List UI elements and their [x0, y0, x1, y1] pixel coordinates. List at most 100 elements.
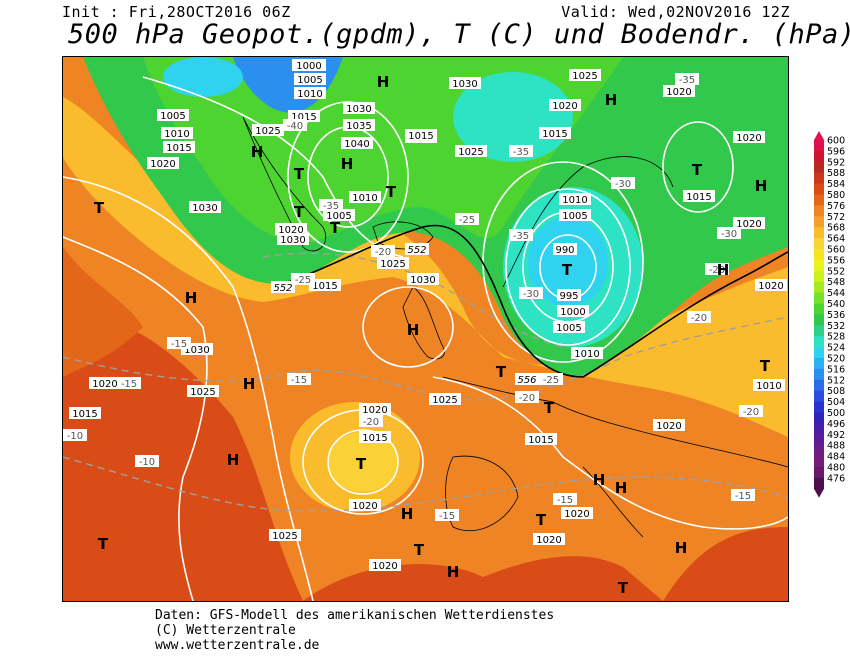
isobar-atlantic-1	[63, 176, 314, 601]
svg-text:1010: 1010	[574, 349, 599, 360]
temp-label: -20	[515, 391, 539, 404]
init-time: Init : Fri,28OCT2016 06Z	[62, 3, 291, 21]
temp-label: -15	[553, 493, 577, 506]
legend-bar	[814, 131, 824, 498]
svg-text:1020: 1020	[278, 225, 303, 236]
warm-cell-biscay-core	[328, 432, 398, 492]
isobar-label: 1020	[275, 223, 307, 236]
svg-text:-10: -10	[139, 457, 155, 468]
legend-label: 484	[827, 452, 845, 463]
legend-label: 516	[827, 364, 845, 375]
svg-text:-25: -25	[459, 215, 475, 226]
legend-swatch	[814, 423, 824, 435]
isobar-label: 1020	[653, 419, 685, 432]
isobar-label: 1020	[533, 533, 565, 546]
svg-text:1030: 1030	[410, 275, 435, 286]
isobar-label: 1015	[359, 431, 391, 444]
isobar-label: 1010	[559, 193, 591, 206]
temp-label: -30	[611, 177, 635, 190]
low-symbol: T	[544, 399, 555, 417]
low-symbol: T	[692, 161, 703, 179]
isobar-label: 1030	[189, 201, 221, 214]
svg-text:-25: -25	[543, 375, 559, 386]
legend-swatch	[814, 347, 824, 359]
low-symbol: T	[94, 199, 105, 217]
svg-text:1020: 1020	[372, 561, 397, 572]
svg-text:1025: 1025	[572, 71, 597, 82]
temp-label: -15	[435, 509, 459, 522]
legend-swatch	[814, 477, 824, 490]
legend-label: 536	[827, 310, 845, 321]
isobar-label: 1025	[377, 257, 409, 270]
svg-text:-20: -20	[519, 393, 535, 404]
legend-label: 476	[827, 473, 845, 484]
legend-swatch	[814, 292, 824, 304]
svg-text:-35: -35	[513, 147, 529, 158]
svg-text:1020: 1020	[736, 219, 761, 230]
svg-text:1030: 1030	[184, 345, 209, 356]
svg-text:-30: -30	[615, 179, 631, 190]
svg-text:-35: -35	[513, 231, 529, 242]
isobar-label: 1010	[753, 379, 785, 392]
svg-text:1020: 1020	[362, 405, 387, 416]
isobar-label: 1020	[369, 559, 401, 572]
temp-label: -30	[519, 287, 543, 300]
isobar-label: 990	[553, 243, 577, 256]
legend-label: 556	[827, 255, 845, 266]
svg-text:1010: 1010	[352, 193, 377, 204]
low-symbol: T	[562, 261, 573, 279]
svg-text:-20: -20	[691, 313, 707, 324]
temp-label: -10	[63, 429, 87, 442]
temp-label: -40	[283, 119, 307, 132]
svg-text:552: 552	[407, 245, 426, 256]
high-symbol: H	[593, 471, 606, 489]
isobar-label: 1005	[294, 73, 326, 86]
coast-iberia	[445, 455, 519, 531]
svg-text:1015: 1015	[528, 435, 553, 446]
legend-label: 580	[827, 190, 845, 201]
isobar-biscay-low	[327, 429, 399, 495]
isobar-label: 1030	[343, 102, 375, 115]
cold-core-inner	[528, 217, 608, 307]
legend-label: 560	[827, 245, 845, 256]
isobar-label: 1020	[733, 217, 765, 230]
isobar-label: 1020	[349, 499, 381, 512]
website-link[interactable]: www.wetterzentrale.de	[155, 638, 320, 653]
isobar-label: 1020	[147, 157, 179, 170]
temp-label: -10	[135, 455, 159, 468]
legend-label: 540	[827, 299, 845, 310]
temp-label: -20	[371, 245, 395, 258]
high-symbol: H	[755, 177, 768, 195]
legend-swatch	[814, 216, 824, 228]
svg-text:1030: 1030	[192, 203, 217, 214]
legend-swatch	[814, 456, 824, 468]
svg-text:1010: 1010	[562, 195, 587, 206]
isotherm-2	[63, 456, 788, 512]
isobar-label: 1005	[553, 321, 585, 334]
svg-text:1015: 1015	[312, 281, 337, 292]
isobar-label: 1015	[525, 433, 557, 446]
cold-core-greenland-2	[163, 57, 243, 97]
isobar-label: 1015	[539, 127, 571, 140]
svg-text:1015: 1015	[542, 129, 567, 140]
legend-label: 508	[827, 386, 845, 397]
svg-text:1035: 1035	[346, 121, 371, 132]
legend-swatch	[814, 172, 824, 184]
temp-label: -25	[455, 213, 479, 226]
svg-text:1040: 1040	[344, 139, 369, 150]
isobar-label: 1005	[157, 109, 189, 122]
legend-swatch	[814, 445, 824, 457]
temp-label: -25	[291, 273, 315, 286]
legend-swatch	[814, 401, 824, 413]
isobar-label: 1015	[163, 141, 195, 154]
geopot-label: 552	[405, 243, 429, 256]
coast-italy	[582, 466, 644, 538]
low-symbol: T	[294, 203, 305, 221]
svg-text:1015: 1015	[686, 192, 711, 203]
isobar-label: 1010	[161, 127, 193, 140]
coast-norway	[502, 156, 674, 288]
legend-label: 488	[827, 441, 845, 452]
low-symbol: T	[294, 165, 305, 183]
legend-label: 524	[827, 343, 845, 354]
isobar-north	[142, 76, 404, 258]
